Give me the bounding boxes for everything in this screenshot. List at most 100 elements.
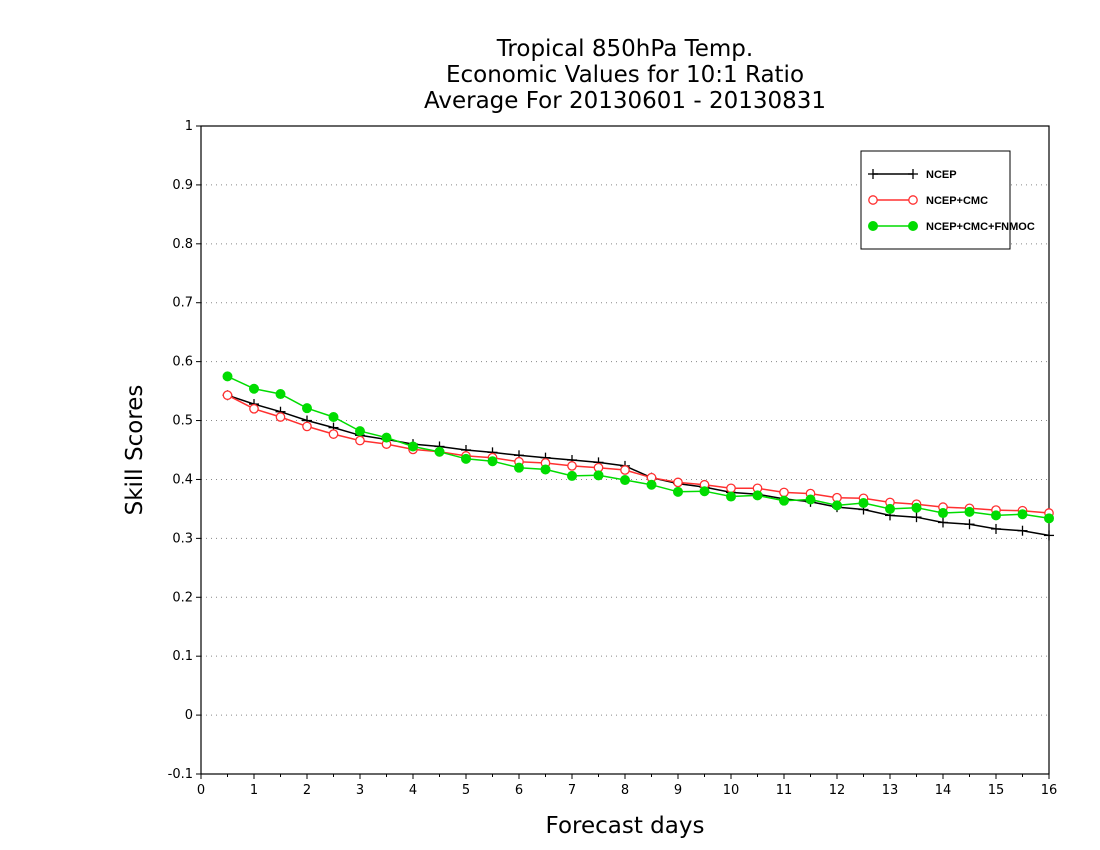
marker-filled-circle xyxy=(673,486,683,497)
y-tick-label: 0.3 xyxy=(172,531,193,546)
marker-open-circle xyxy=(328,429,339,439)
x-axis-title: Forecast days xyxy=(546,813,705,839)
legend-label: NCEP xyxy=(926,169,957,181)
marker-filled-circle xyxy=(381,432,392,443)
marker-filled-circle xyxy=(646,479,657,490)
y-tick-label: 0.9 xyxy=(172,178,193,193)
marker-filled-circle xyxy=(885,503,895,514)
marker-filled-circle xyxy=(726,491,736,502)
y-tick-label: 0.7 xyxy=(172,296,193,311)
series-line xyxy=(227,394,1050,514)
series-ncep xyxy=(222,390,1054,541)
marker-filled-circle xyxy=(964,506,975,517)
marker-open-circle xyxy=(567,461,577,471)
x-tick-label: 11 xyxy=(776,783,793,798)
series-group xyxy=(222,371,1054,541)
y-tick-label: 0.1 xyxy=(172,649,193,664)
series-line xyxy=(227,394,1050,537)
x-tick-label: 1 xyxy=(250,783,258,798)
marker-filled-circle xyxy=(752,490,763,501)
marker-open-circle xyxy=(779,487,789,498)
marker-open-circle xyxy=(222,390,233,401)
x-tick-label: 12 xyxy=(829,783,846,798)
y-tick-label: 0 xyxy=(185,708,193,723)
legend-label: NCEP+CMC xyxy=(926,195,988,207)
marker-filled-circle xyxy=(514,462,524,473)
marker-plus xyxy=(908,169,918,179)
marker-filled-circle xyxy=(222,371,233,382)
legend-entry: NCEP+CMC xyxy=(868,195,988,207)
marker-open-circle xyxy=(620,465,630,475)
series-line xyxy=(227,375,1050,520)
marker-filled-circle xyxy=(487,456,498,467)
y-tick-label: 0.2 xyxy=(172,590,193,605)
marker-filled-circle xyxy=(567,470,577,481)
x-tick-label: 6 xyxy=(515,783,523,798)
marker-filled-circle xyxy=(699,486,710,497)
marker-open-circle xyxy=(908,195,918,205)
marker-open-circle xyxy=(868,195,878,205)
y-tick-label: 0.8 xyxy=(172,237,193,252)
marker-filled-circle xyxy=(328,412,339,423)
marker-filled-circle xyxy=(991,510,1001,521)
y-tick-label: 0.5 xyxy=(172,414,193,429)
y-axis-title: Skill Scores xyxy=(122,385,148,516)
grid-lines xyxy=(201,184,1049,716)
marker-filled-circle xyxy=(302,403,312,414)
series-ncep-cmc xyxy=(222,390,1054,518)
marker-filled-circle xyxy=(805,494,816,505)
marker-filled-circle xyxy=(461,453,471,464)
marker-filled-circle xyxy=(593,470,604,481)
marker-filled-circle xyxy=(938,508,948,519)
x-tick-label: 7 xyxy=(568,783,576,798)
marker-filled-circle xyxy=(540,464,551,475)
marker-filled-circle xyxy=(779,495,789,506)
marker-filled-circle xyxy=(275,389,286,400)
axes: -0.100.10.20.30.40.50.60.70.80.910 1 2 3 4 5 6… xyxy=(168,119,1058,798)
marker-plus xyxy=(991,523,1001,534)
x-tick-label: 15 xyxy=(988,783,1005,798)
x-tick-label: 4 xyxy=(409,783,417,798)
marker-open-circle xyxy=(302,421,312,432)
marker-filled-circle xyxy=(620,475,630,486)
series-ncep-cmc-fnmoc xyxy=(222,371,1054,524)
marker-filled-circle xyxy=(858,498,869,509)
x-tick-label: 5 xyxy=(462,783,470,798)
chart-title-line-2: Economic Values for 10:1 Ratio xyxy=(445,62,805,88)
marker-filled-circle xyxy=(832,500,842,511)
marker-filled-circle xyxy=(1017,509,1028,520)
x-tick-label: 14 xyxy=(935,783,952,798)
legend-entry: NCEP+CMC+FNMOC xyxy=(868,221,1035,233)
marker-open-circle xyxy=(275,412,286,422)
x-tick-label: 10 xyxy=(723,783,740,798)
marker-plus xyxy=(938,517,948,528)
marker-open-circle xyxy=(249,403,259,414)
chart-title-line-1: Tropical 850hPa Temp. xyxy=(496,36,754,62)
y-tick-label: -0.1 xyxy=(168,767,193,782)
marker-plus xyxy=(911,512,922,523)
x-tick-label: 13 xyxy=(882,783,899,798)
legend: NCEP NCEP+CMC NCEP+CMC+FNMOC xyxy=(860,150,1035,250)
legend-entry: NCEP xyxy=(868,169,957,181)
marker-plus xyxy=(868,169,878,179)
y-tick-label: 1 xyxy=(185,119,193,134)
marker-plus xyxy=(1017,525,1028,536)
marker-filled-circle xyxy=(908,221,918,231)
x-tick-label: 8 xyxy=(621,783,629,798)
marker-plus xyxy=(964,519,975,530)
chart-title-line-3: Average For 20130601 - 20130831 xyxy=(423,88,827,114)
marker-filled-circle xyxy=(868,221,878,231)
y-tick-label: 0.6 xyxy=(172,355,193,370)
marker-filled-circle xyxy=(249,383,259,394)
legend-label: NCEP+CMC+FNMOC xyxy=(926,221,1035,233)
marker-open-circle xyxy=(726,483,736,494)
y-tick-label: 0.4 xyxy=(172,472,193,487)
x-tick-label: 16 xyxy=(1041,783,1058,798)
marker-plus xyxy=(1044,530,1054,541)
x-tick-label: 9 xyxy=(674,783,682,798)
marker-open-circle xyxy=(673,477,683,488)
marker-filled-circle xyxy=(408,441,418,452)
marker-filled-circle xyxy=(355,426,365,437)
x-tick-label: 2 xyxy=(303,783,311,798)
